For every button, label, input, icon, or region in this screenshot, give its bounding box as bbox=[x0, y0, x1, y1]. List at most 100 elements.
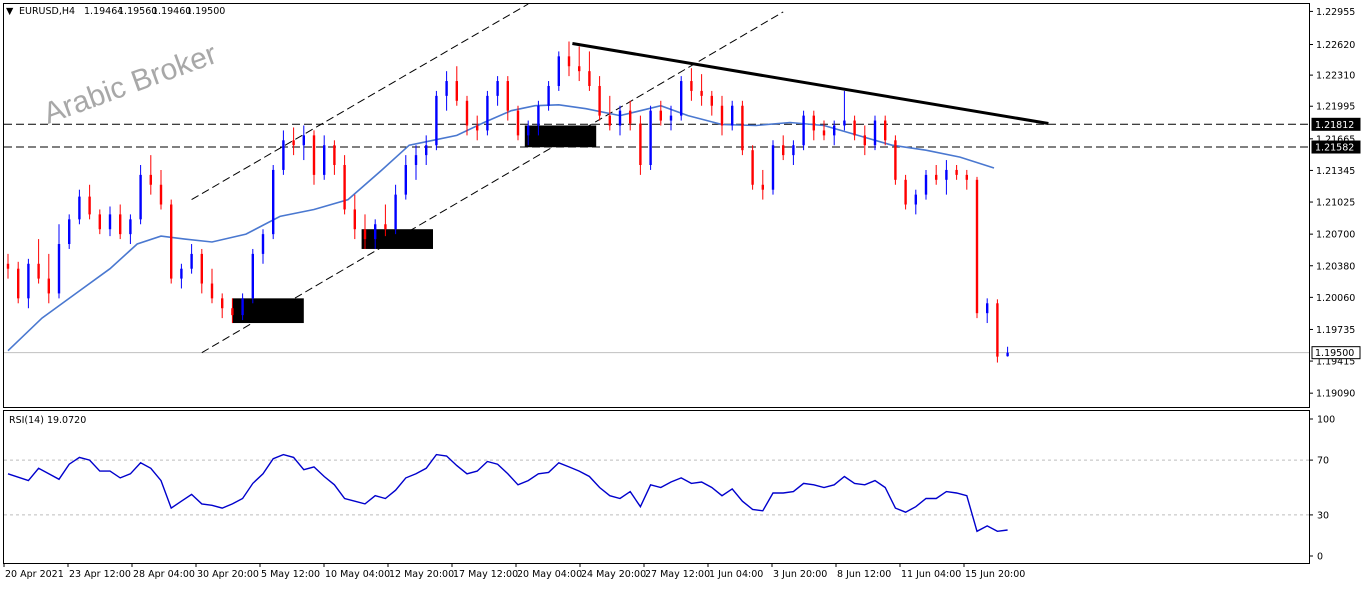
candle bbox=[537, 100, 540, 136]
candle-body bbox=[27, 263, 30, 299]
candle-body bbox=[884, 120, 887, 141]
candle-body bbox=[323, 145, 326, 175]
candle-body bbox=[394, 194, 397, 230]
candle bbox=[119, 204, 122, 240]
price-tick-label: 1.21995 bbox=[1316, 102, 1355, 113]
price-plot bbox=[4, 3, 1309, 363]
candle-body bbox=[608, 115, 611, 126]
candle-body bbox=[629, 110, 632, 124]
time-tick-label: 24 May 20:00 bbox=[581, 569, 646, 580]
candle-body bbox=[363, 229, 367, 240]
candle-body bbox=[180, 268, 183, 279]
candle-body bbox=[649, 110, 652, 166]
candle bbox=[557, 51, 560, 91]
candle bbox=[139, 165, 142, 225]
candle-body bbox=[37, 263, 40, 279]
candle bbox=[853, 115, 856, 141]
candle bbox=[486, 90, 489, 136]
candle bbox=[435, 90, 438, 151]
trendline-2 bbox=[191, 3, 529, 201]
price-tick-label: 1.22310 bbox=[1316, 71, 1355, 82]
candle bbox=[873, 115, 877, 151]
candle bbox=[47, 253, 50, 304]
candle bbox=[455, 66, 458, 106]
candle-body bbox=[1006, 352, 1009, 357]
candle-body bbox=[384, 224, 387, 230]
zone-box-0 bbox=[232, 298, 304, 324]
rsi-line bbox=[7, 453, 1008, 533]
candle bbox=[935, 165, 938, 185]
header-arrow-icon[interactable]: ▼ bbox=[6, 6, 14, 17]
candle-body bbox=[955, 169, 958, 175]
candle bbox=[414, 145, 418, 180]
candle-body bbox=[302, 135, 305, 146]
candle-body bbox=[618, 110, 622, 126]
candle bbox=[374, 219, 377, 249]
candle-body bbox=[843, 120, 846, 126]
candle-body bbox=[88, 196, 91, 215]
candle bbox=[629, 100, 632, 131]
price-panel bbox=[3, 3, 1310, 408]
time-tick-label: 30 Apr 20:00 bbox=[197, 569, 259, 580]
price-tick-label: 1.19090 bbox=[1316, 389, 1355, 400]
candle-body bbox=[292, 140, 295, 146]
candle-body bbox=[221, 298, 224, 309]
candle-body bbox=[343, 165, 346, 210]
candle-body bbox=[231, 308, 234, 316]
rsi-plot bbox=[4, 453, 1309, 533]
candle bbox=[608, 95, 611, 131]
candle-body bbox=[527, 125, 530, 136]
candle-body bbox=[812, 115, 815, 131]
price-tick-label: 1.20060 bbox=[1316, 293, 1355, 304]
candle-body bbox=[782, 145, 785, 156]
candle bbox=[955, 165, 958, 180]
candle-body bbox=[425, 145, 428, 156]
candle bbox=[822, 120, 826, 141]
candle-body bbox=[588, 71, 591, 86]
candle-body bbox=[200, 253, 203, 284]
candle-body bbox=[965, 174, 968, 180]
candle-body bbox=[435, 95, 438, 146]
candle-body bbox=[68, 219, 71, 245]
candle-body bbox=[863, 135, 866, 146]
time-tick-label: 11 Jun 04:00 bbox=[901, 569, 961, 580]
candle-body bbox=[567, 56, 571, 67]
candle bbox=[598, 76, 601, 121]
candle-body bbox=[996, 303, 999, 357]
candle bbox=[812, 110, 815, 141]
candle bbox=[261, 229, 265, 264]
candle-body bbox=[414, 155, 418, 166]
candle bbox=[282, 130, 285, 175]
candle bbox=[669, 105, 673, 131]
candle bbox=[333, 140, 336, 175]
candle bbox=[180, 263, 183, 289]
candle bbox=[17, 261, 20, 304]
candle bbox=[924, 169, 928, 200]
time-tick-label: 12 May 20:00 bbox=[389, 569, 454, 580]
price-tick-label: 1.22955 bbox=[1316, 7, 1355, 18]
price-tick-label: 1.20700 bbox=[1316, 230, 1355, 241]
time-tick-label: 28 Apr 04:00 bbox=[133, 569, 195, 580]
candle-body bbox=[986, 303, 989, 314]
candle bbox=[547, 81, 550, 111]
candle-body bbox=[853, 120, 856, 136]
time-tick-label: 3 Jun 20:00 bbox=[773, 569, 827, 580]
candle bbox=[710, 90, 713, 116]
candle-body bbox=[761, 184, 764, 190]
price-label-box bbox=[1311, 117, 1361, 131]
candle-body bbox=[792, 145, 795, 156]
candle bbox=[210, 268, 214, 304]
candle bbox=[996, 299, 999, 363]
time-tick-label: 20 Apr 2021 bbox=[5, 569, 64, 580]
candle-body bbox=[669, 115, 673, 121]
candle-body bbox=[904, 179, 907, 205]
candle-body bbox=[47, 278, 50, 294]
candle bbox=[751, 145, 754, 190]
candle bbox=[241, 293, 244, 321]
candle-body bbox=[404, 165, 407, 195]
candle bbox=[88, 184, 91, 220]
time-tick-label: 23 Apr 12:00 bbox=[69, 569, 131, 580]
price-label-box bbox=[1311, 346, 1361, 360]
candle bbox=[292, 127, 295, 156]
candle-body bbox=[159, 184, 163, 205]
